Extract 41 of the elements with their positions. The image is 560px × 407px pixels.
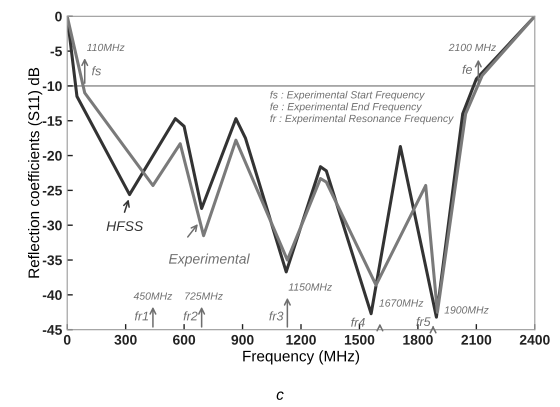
annotation: 110MHz bbox=[86, 44, 125, 52]
text: c bbox=[276, 392, 284, 400]
annotation: fe bbox=[462, 64, 472, 74]
x-tick-label: 900 bbox=[231, 334, 254, 345]
annotation: fr5 bbox=[416, 316, 431, 326]
annotation: fr3 bbox=[269, 311, 284, 320]
x-tick-label: 2100 bbox=[461, 334, 492, 345]
y-tick-label: -20 bbox=[42, 150, 62, 161]
y-tick-label: -15 bbox=[42, 116, 62, 126]
annotation: 2100 MHz bbox=[448, 44, 496, 52]
x-tick-label: 600 bbox=[173, 334, 196, 345]
y-tick-label: -35 bbox=[42, 255, 62, 266]
y-tick-label: -40 bbox=[42, 290, 62, 300]
y-tick-label: 0 bbox=[55, 12, 62, 22]
annotation: fr2 bbox=[184, 311, 198, 320]
x-axis-title: Frequency (MHz) bbox=[243, 350, 360, 364]
x-tick-label: 1500 bbox=[344, 334, 374, 345]
annotation: fe : Experimental End Frequency bbox=[270, 102, 422, 112]
y-tick-label: -10 bbox=[42, 81, 62, 92]
annotation: Experimental bbox=[168, 254, 250, 266]
y-tick-label: -30 bbox=[42, 220, 62, 230]
x-tick-label: 0 bbox=[64, 334, 70, 345]
annotation: fs bbox=[92, 66, 102, 76]
x-tick-label: 1800 bbox=[403, 334, 433, 345]
x-tick-label: 1200 bbox=[286, 334, 316, 345]
annotation: 1670MHz bbox=[379, 299, 424, 307]
y-tick-label: -45 bbox=[42, 325, 62, 335]
annotation: 450MHz bbox=[134, 292, 172, 300]
annotation: HFSS bbox=[106, 221, 144, 232]
x-tick-label: 300 bbox=[114, 334, 137, 345]
y-tick-label: -5 bbox=[50, 46, 62, 56]
annotation: fr4 bbox=[351, 318, 365, 327]
annotation: fs : Experimental Start Frequency bbox=[270, 90, 425, 101]
y-axis-title: Reflection coefficients (S11) dB bbox=[28, 68, 42, 278]
annotation: fr : Experimental Resonance Frequency bbox=[270, 114, 454, 124]
annotation: 725MHz bbox=[185, 292, 223, 300]
annotation: 1900MHz bbox=[444, 306, 489, 314]
y-tick-label: -25 bbox=[42, 186, 62, 196]
annotation: 1150MHz bbox=[288, 283, 332, 291]
annotation: fr1 bbox=[134, 311, 148, 320]
x-tick-label: 2400 bbox=[520, 334, 550, 345]
